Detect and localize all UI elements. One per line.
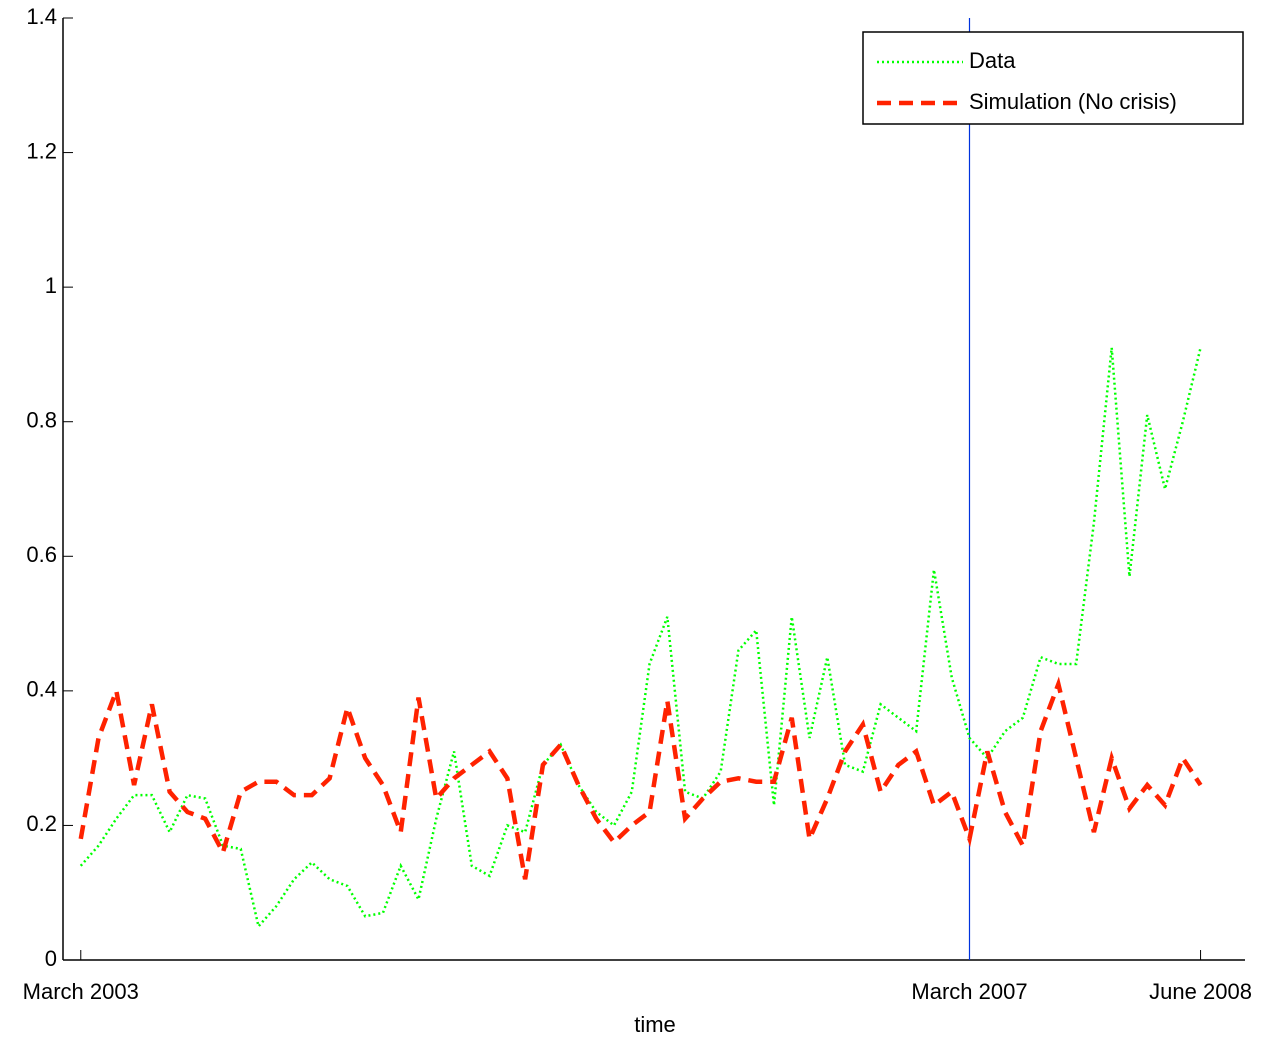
legend-label: Simulation (No crisis) [969,89,1177,114]
x-axis-label: time [634,1012,676,1037]
y-tick-label: 0 [45,946,57,971]
x-tick-label: March 2007 [911,979,1027,1004]
series-line [78,676,1203,880]
series-line [79,347,1202,930]
y-tick-label: 1.2 [26,138,57,163]
y-tick-label: 0.2 [26,811,57,836]
legend-label: Data [969,48,1016,73]
y-tick-label: 0.8 [26,408,57,433]
legend-box [862,31,1244,125]
x-tick-label: June 2008 [1149,979,1252,1004]
y-tick-label: 1 [45,273,57,298]
y-tick-label: 0.6 [26,542,57,567]
y-tick-label: 0.4 [26,677,57,702]
x-tick-label: March 2003 [23,979,139,1004]
y-tick-label: 1.4 [26,4,57,29]
